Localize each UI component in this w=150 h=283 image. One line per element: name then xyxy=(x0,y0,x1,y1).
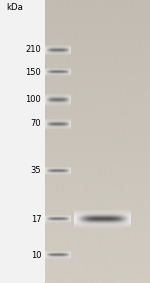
Text: 35: 35 xyxy=(31,166,41,175)
Text: 100: 100 xyxy=(26,95,41,104)
Text: 150: 150 xyxy=(26,68,41,77)
Text: 70: 70 xyxy=(31,119,41,128)
Text: 10: 10 xyxy=(31,251,41,260)
Text: 210: 210 xyxy=(26,45,41,54)
Text: 17: 17 xyxy=(31,215,41,224)
Text: kDa: kDa xyxy=(7,3,23,12)
